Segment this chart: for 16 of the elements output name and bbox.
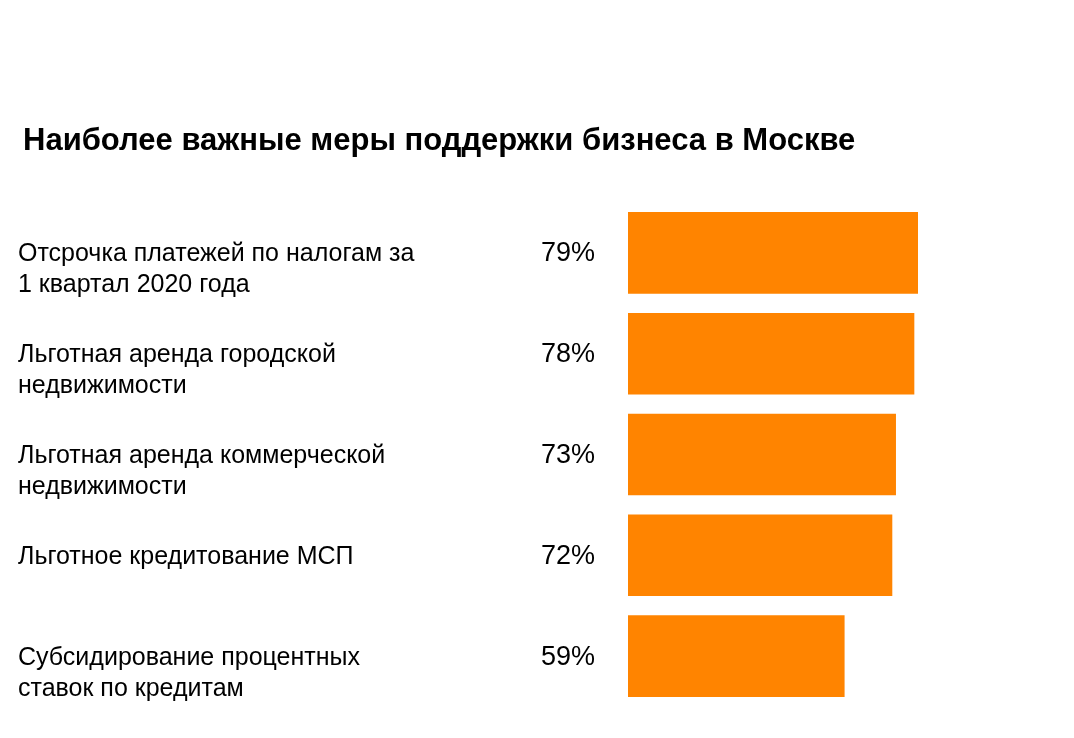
- y-tick-label: Отсрочка платежей по налогам за 1 квартал 2020 года: [18, 237, 415, 297]
- data-label: 59%: [540, 640, 596, 671]
- chart-title: Наиболее важные меры поддержки бизнеса в Москве: [23, 122, 856, 157]
- data-label: 73%: [540, 438, 596, 469]
- y-tick-label: Льготная аренда коммерческой недвижимости: [18, 439, 386, 499]
- bar: [628, 413, 896, 496]
- bar: [628, 514, 893, 597]
- bar: [628, 615, 845, 697]
- data-label: 78%: [540, 337, 596, 368]
- y-tick-label: Льготное кредитование МСП: [18, 540, 354, 569]
- data-label: 72%: [540, 539, 596, 570]
- y-tick-label: Льготная аренда городской недвижимости: [18, 338, 336, 398]
- data-label: 79%: [540, 236, 596, 267]
- bar: [628, 212, 918, 294]
- y-tick-label: Субсидирование процентных ставок по кредитам: [18, 641, 361, 701]
- bar: [628, 312, 915, 395]
